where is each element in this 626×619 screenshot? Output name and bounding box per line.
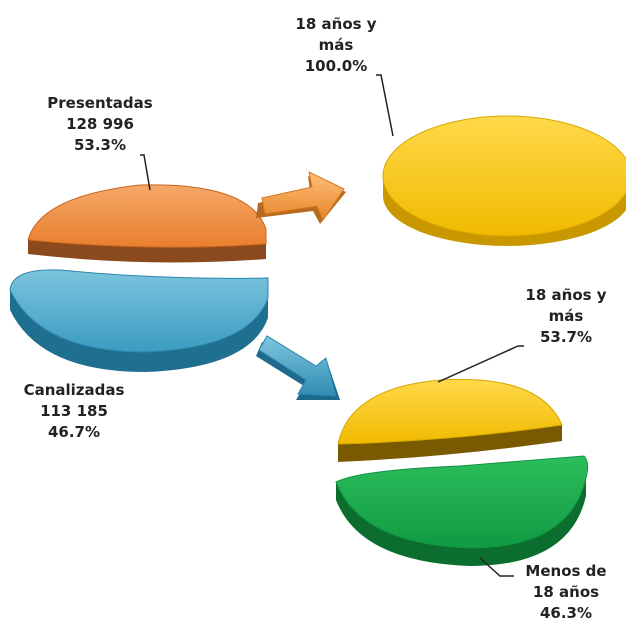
arrow-canalizadas	[256, 335, 340, 400]
label-menores-46-line2: 18 años	[533, 583, 599, 601]
slice-menores-46	[335, 455, 589, 566]
slice-canalizadas	[9, 269, 269, 372]
label-menores-46: Menos de 18 años 46.3%	[525, 562, 606, 619]
label-mayores-100-line1: 18 años y	[295, 15, 376, 33]
label-menores-46-line1: Menos de	[525, 562, 606, 580]
leader-mayores-100	[376, 74, 394, 137]
label-presentadas-percent: 53.3%	[74, 136, 126, 154]
label-canalizadas-percent: 46.7%	[48, 423, 100, 441]
label-canalizadas-name: Canalizadas	[24, 381, 125, 399]
label-canalizadas-value: 113 185	[40, 402, 108, 420]
pie-presentadas-edad	[382, 115, 626, 246]
leader-mayores-53	[437, 345, 524, 383]
label-mayores-53-line2: más	[549, 307, 584, 325]
leader-menores-46	[479, 557, 514, 577]
slice-presentadas	[27, 184, 267, 263]
label-mayores-53: 18 años y más 53.7%	[525, 286, 606, 346]
label-mayores-53-line1: 18 años y	[525, 286, 606, 304]
label-mayores-53-percent: 53.7%	[540, 328, 592, 346]
label-presentadas: Presentadas 128 996 53.3%	[47, 94, 152, 154]
label-mayores-100: 18 años y más 100.0%	[295, 15, 376, 75]
label-presentadas-name: Presentadas	[47, 94, 152, 112]
label-mayores-100-line2: más	[319, 36, 354, 54]
label-presentadas-value: 128 996	[66, 115, 134, 133]
pie-canalizadas-edad	[335, 378, 589, 566]
leader-presentadas	[140, 154, 151, 191]
pie-presentadas-canalizadas	[9, 184, 269, 372]
arrow-presentadas	[256, 171, 346, 224]
slice-mayores-100	[382, 115, 626, 246]
label-mayores-100-percent: 100.0%	[305, 57, 367, 75]
label-menores-46-percent: 46.3%	[540, 604, 592, 619]
slice-mayores-53	[337, 378, 563, 462]
label-canalizadas: Canalizadas 113 185 46.7%	[24, 381, 125, 441]
